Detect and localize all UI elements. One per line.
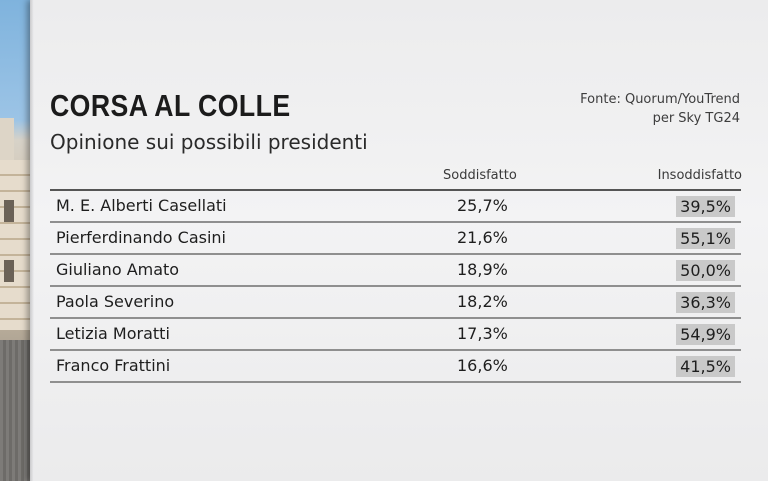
table-row: M. E. Alberti Casellati 25,7% 39,5% bbox=[50, 191, 741, 223]
insoddisfatto-bar bbox=[676, 228, 735, 249]
table-row: Letizia Moratti 17,3% 54,9% bbox=[50, 319, 741, 351]
candidate-name: Letizia Moratti bbox=[56, 324, 170, 343]
table-row: Paola Severino 18,2% 36,3% bbox=[50, 287, 741, 319]
building-facade bbox=[0, 160, 30, 330]
soddisfatto-value: 16,6% bbox=[457, 356, 508, 375]
table-row: Pierferdinando Casini 21,6% 55,1% bbox=[50, 223, 741, 255]
insoddisfatto-bar bbox=[676, 292, 735, 313]
column-header-soddisfatto: Soddisfatto bbox=[443, 168, 517, 183]
candidate-name: Giuliano Amato bbox=[56, 260, 180, 279]
soddisfatto-value: 18,2% bbox=[457, 292, 508, 311]
table-row: Giuliano Amato 18,9% 50,0% bbox=[50, 255, 741, 287]
insoddisfatto-bar bbox=[676, 324, 735, 345]
source-note: Fonte: Quorum/YouTrend per Sky TG24 bbox=[580, 90, 740, 128]
column-header-insoddisfatto: Insoddisfatto bbox=[657, 168, 742, 183]
insoddisfatto-value: 50,0% bbox=[680, 261, 731, 280]
candidate-name: Franco Frattini bbox=[56, 356, 171, 375]
candidate-name: M. E. Alberti Casellati bbox=[56, 196, 227, 215]
building-window bbox=[4, 260, 14, 282]
insoddisfatto-value: 41,5% bbox=[680, 357, 731, 376]
insoddisfatto-bar bbox=[676, 356, 735, 377]
soddisfatto-value: 17,3% bbox=[457, 324, 508, 343]
table-row: Franco Frattini 16,6% 41,5% bbox=[50, 351, 741, 383]
candidate-name: Paola Severino bbox=[56, 292, 175, 311]
panel-edge bbox=[30, 0, 34, 481]
insoddisfatto-value: 36,3% bbox=[680, 293, 731, 312]
soddisfatto-value: 21,6% bbox=[457, 228, 508, 247]
source-line: per Sky TG24 bbox=[652, 111, 740, 126]
insoddisfatto-value: 55,1% bbox=[680, 229, 731, 248]
building-window bbox=[4, 200, 14, 222]
chart-title: CORSA AL COLLE bbox=[50, 88, 291, 123]
soddisfatto-value: 18,9% bbox=[457, 260, 508, 279]
insoddisfatto-value: 54,9% bbox=[680, 325, 731, 344]
source-line: Fonte: Quorum/YouTrend bbox=[580, 92, 740, 107]
table-top-rule bbox=[50, 189, 741, 191]
insoddisfatto-bar bbox=[676, 196, 735, 217]
soddisfatto-value: 25,7% bbox=[457, 196, 508, 215]
opinion-table: M. E. Alberti Casellati 25,7% 39,5% Pier… bbox=[50, 191, 741, 383]
building-tower bbox=[0, 118, 14, 164]
chart-subtitle: Opinione sui possibili presidenti bbox=[50, 130, 368, 154]
insoddisfatto-bar bbox=[676, 260, 735, 281]
graphic-panel bbox=[30, 0, 768, 481]
candidate-name: Pierferdinando Casini bbox=[56, 228, 226, 247]
insoddisfatto-value: 39,5% bbox=[680, 197, 731, 216]
